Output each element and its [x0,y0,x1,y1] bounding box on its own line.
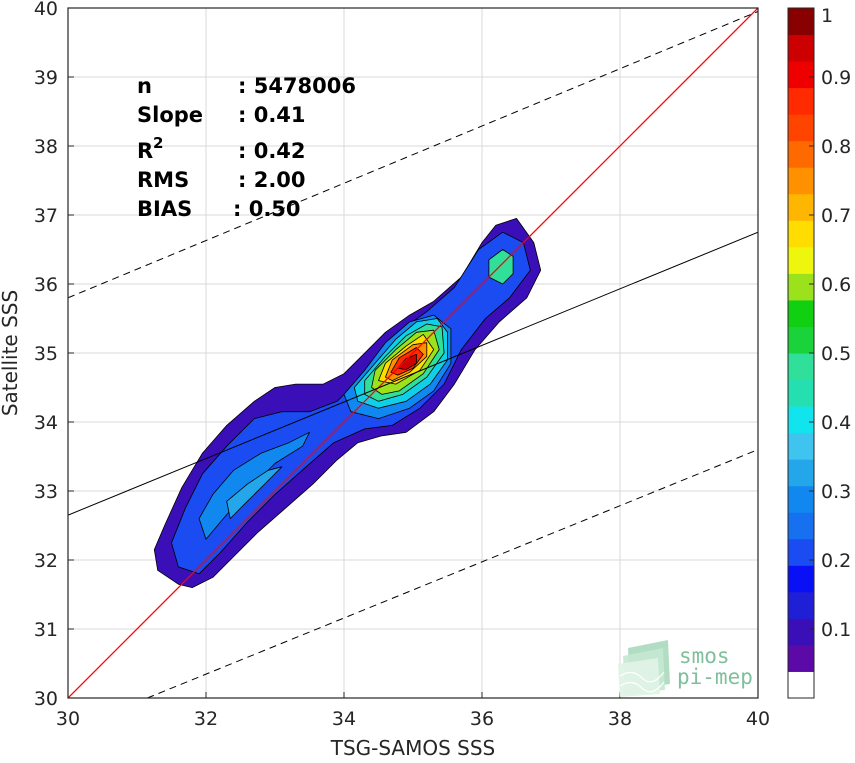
colorbar-tick-label-2: 0.3 [821,481,851,503]
x-tick-label-2: 34 [332,708,356,730]
stats-panel: n : 5478006 Slope : 0.41 R 2 : 0.42 RMS … [137,74,356,221]
colorbar-segment-5 [788,538,814,566]
colorbar-segment-10 [788,406,814,434]
colorbar-segment-3 [788,591,814,619]
colorbar-segment-14 [788,299,814,327]
logo-line-1: smos [679,644,730,668]
stat-r2-key: R [137,139,153,163]
colorbar-segment-6 [788,512,814,540]
y-tick-label-8: 38 [34,136,58,158]
density-contour-3 [226,466,283,519]
smos-pimep-logo: smos pi-mep [618,640,753,697]
colorbar-segment-16 [788,246,814,274]
stat-bias-value: : 0.50 [233,197,301,221]
colorbar-segment-20 [788,140,814,168]
stat-r2-sup: 2 [153,134,163,152]
colorbar-tick-label-6: 0.7 [821,205,851,227]
stat-slope-key: Slope [137,103,203,127]
colorbar-tick-label-3: 0.4 [821,412,851,434]
upper-bound-line [68,10,758,299]
y-tick-label-2: 32 [34,550,58,572]
colorbar-segment-19 [788,167,814,195]
colorbar-segment-0 [788,671,814,699]
y-tick-label-0: 30 [34,688,58,710]
colorbar-segment-21 [788,114,814,142]
colorbar-segment-12 [788,353,814,381]
colorbar-segment-4 [788,565,814,593]
colorbar-tick-label-9: 1 [821,5,833,27]
y-tick-label-3: 33 [34,481,58,503]
colorbar-tick-label-5: 0.6 [821,274,851,296]
y-tick-label-4: 34 [34,412,58,434]
colorbar-segment-9 [788,432,814,460]
x-tick-label-4: 38 [608,708,632,730]
colorbar-segment-23 [788,61,814,89]
stat-bias-key: BIAS [137,197,192,221]
y-tick-label-7: 37 [34,205,58,227]
stat-r2-value: : 0.42 [238,139,306,163]
x-tick-label-3: 36 [470,708,494,730]
stat-rms-value: : 2.00 [238,168,306,192]
regression-line [68,231,758,516]
y-axis-label: Satellite SSS [0,290,22,416]
colorbar-tick-label-8: 0.9 [821,67,851,89]
stat-rms-key: RMS [137,168,189,192]
reference-lines [68,8,758,698]
lower-bound-line [147,449,758,698]
colorbar-segment-1 [788,644,814,672]
colorbar-segment-24 [788,34,814,62]
x-axis-label: TSG-SAMOS SSS [330,736,496,760]
x-axis-ticks: 30 32 34 36 38 40 [56,692,770,730]
colorbar-segment-13 [788,326,814,354]
density-contour-11 [397,354,417,370]
y-tick-label-1: 31 [34,619,58,641]
identity-line [68,8,758,698]
colorbar-segment-22 [788,87,814,115]
logo-waves-icon [618,640,670,697]
colorbar-tick-label-4: 0.5 [821,343,851,365]
x-tick-label-0: 30 [56,708,80,730]
colorbar-segment-2 [788,618,814,646]
colorbar-tick-label-0: 0.1 [821,619,851,641]
x-tick-label-5: 40 [746,708,770,730]
colorbar-segment-15 [788,273,814,301]
y-tick-label-9: 39 [34,67,58,89]
colorbar-segment-18 [788,193,814,221]
colorbar [788,8,814,699]
x-tick-label-1: 32 [194,708,218,730]
colorbar-segment-11 [788,379,814,407]
stat-n-key: n [137,74,152,98]
colorbar-segment-8 [788,459,814,487]
y-axis-ticks: 30 31 32 33 34 35 36 37 38 39 40 [34,0,74,710]
logo-line-2: pi-mep [677,665,753,689]
colorbar-segment-25 [788,8,814,36]
y-tick-label-10: 40 [34,0,58,20]
stat-n-value: : 5478006 [238,74,356,98]
colorbar-tick-label-7: 0.8 [821,136,851,158]
y-tick-label-5: 35 [34,343,58,365]
colorbar-ticks: 0.1 0.2 0.3 0.4 0.5 0.6 0.7 0.8 0.9 1 [809,5,851,641]
y-tick-label-6: 36 [34,274,58,296]
colorbar-tick-label-1: 0.2 [821,550,851,572]
colorbar-segment-7 [788,485,814,513]
stat-slope-value: : 0.41 [238,103,306,127]
colorbar-segment-17 [788,220,814,248]
